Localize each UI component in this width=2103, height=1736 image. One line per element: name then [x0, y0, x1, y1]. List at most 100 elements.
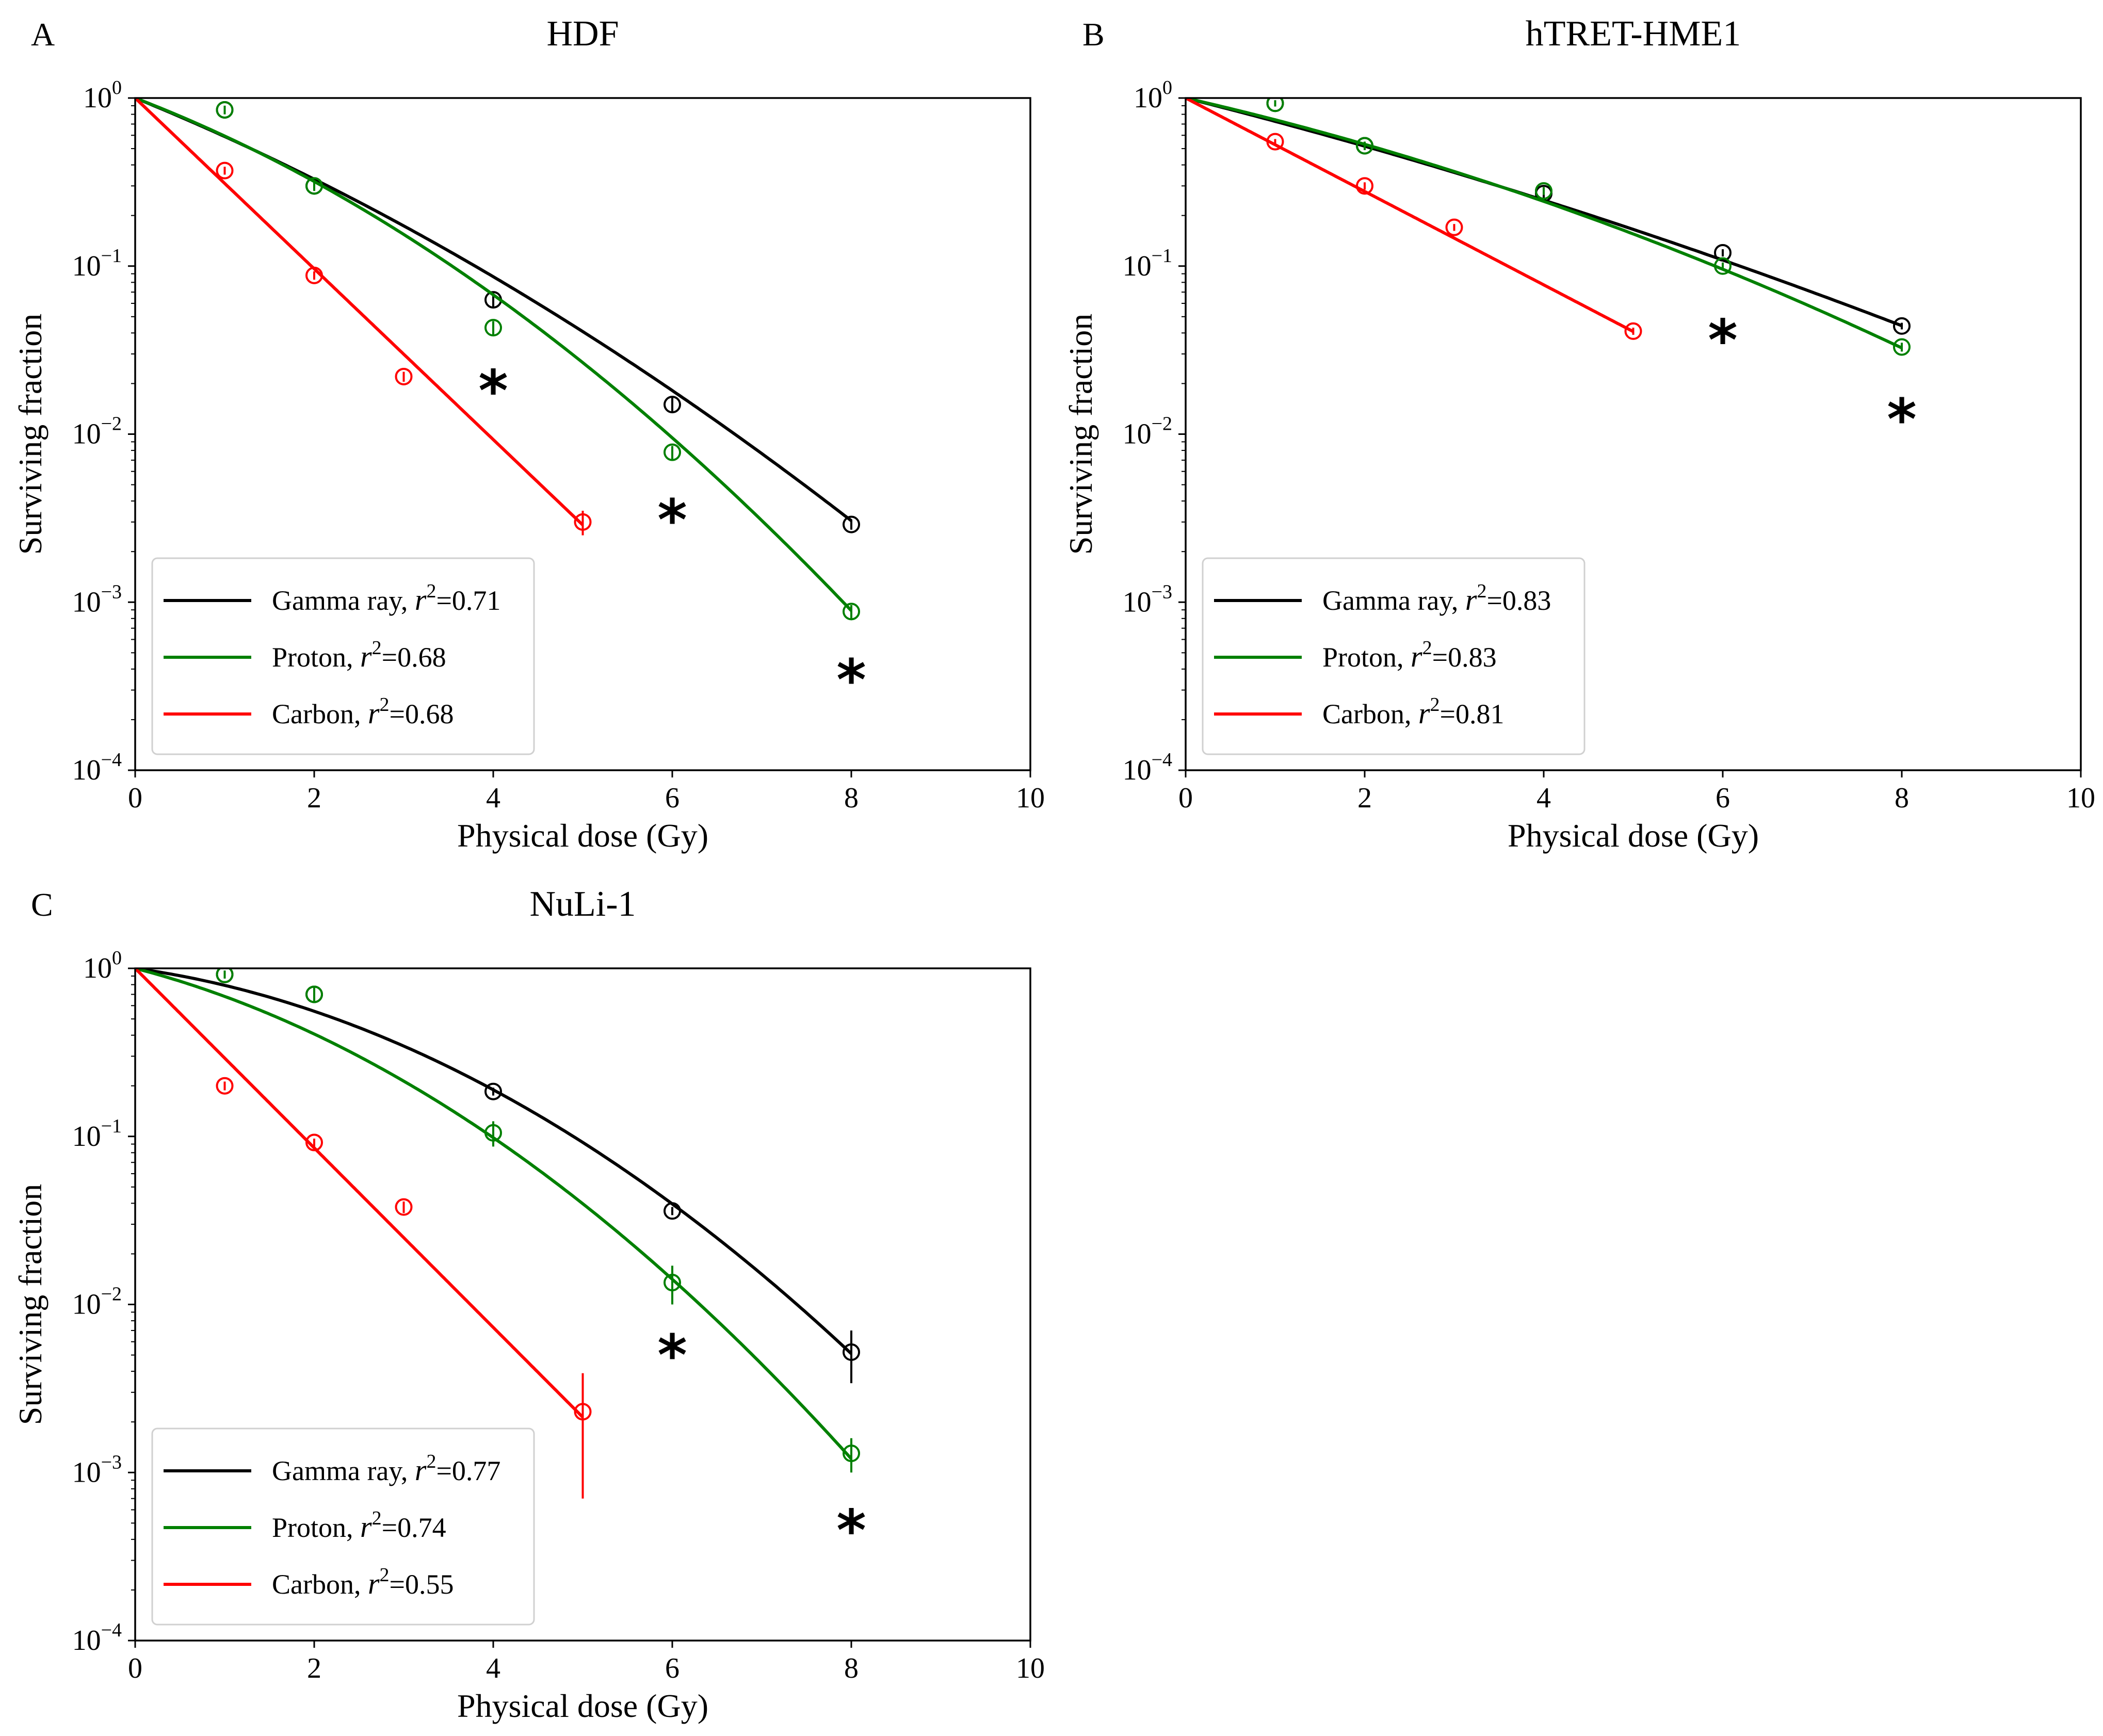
y-tick-label: 100 [1134, 77, 1172, 114]
y-tick-base: 10 [1123, 250, 1152, 282]
data-point [484, 319, 502, 337]
y-axis-label: Surviving fraction [12, 1184, 48, 1425]
x-tick-label: 6 [665, 1652, 680, 1684]
y-tick-exp: −1 [1152, 245, 1172, 267]
y-tick-label: 10−1 [72, 245, 122, 282]
y-tick-label: 10−1 [72, 1115, 122, 1153]
y-tick-exp: −4 [101, 1619, 122, 1641]
data-point [305, 266, 323, 284]
y-tick-label: 10−2 [72, 413, 122, 450]
legend-separator: , [1451, 585, 1465, 616]
legend-entry: Gamma ray, r2=0.77 [272, 1451, 500, 1487]
panel-title: hTRET-HME1 [1526, 14, 1741, 54]
data-point [1893, 317, 1911, 335]
data-point [216, 101, 234, 119]
y-tick-base: 10 [72, 250, 101, 282]
chart-panel-C: C NuLi-10 2 4 6 8 1010010−110−210−310−4Physica… [12, 884, 1045, 1724]
x-tick-label: 10 [1016, 782, 1045, 814]
legend-r-symbol: r [368, 1567, 380, 1600]
legend-r-exp: 2 [1422, 637, 1432, 659]
y-tick-base: 10 [72, 1121, 101, 1153]
y-tick-exp: −3 [101, 581, 122, 603]
data-point [484, 1124, 502, 1142]
x-tick-label: 8 [844, 782, 859, 814]
legend-series-name: Carbon [272, 699, 354, 729]
legend-r-exp: 2 [372, 637, 382, 659]
data-point [574, 513, 592, 531]
fit-curve-carbon [135, 98, 584, 526]
legend-r-value: =0.68 [382, 642, 446, 673]
y-tick-base: 10 [72, 754, 101, 786]
x-tick-label: 0 [128, 782, 142, 814]
plot-area [1186, 98, 1911, 356]
data-point [574, 1403, 592, 1421]
legend-r-value: =0.74 [382, 1512, 446, 1543]
panel-letter: B [1082, 16, 1105, 53]
panel-letter: C [31, 886, 53, 923]
x-tick-label: 6 [665, 782, 680, 814]
legend-r-exp: 2 [1430, 694, 1440, 716]
plot-frame [134, 97, 1031, 771]
y-tick-label: 10−2 [1123, 413, 1172, 450]
legend-entry: Carbon, r2=0.55 [272, 1564, 454, 1600]
legend-entry: Gamma ray, r2=0.83 [1322, 580, 1551, 616]
y-tick-base: 10 [1123, 586, 1152, 618]
legend-box [1202, 557, 1586, 755]
y-tick-label: 10−4 [1123, 749, 1172, 786]
y-tick-label: 10−3 [72, 581, 122, 618]
x-tick-label: 2 [1357, 782, 1372, 814]
data-point [1624, 322, 1642, 340]
y-tick-label: 10−4 [72, 1619, 122, 1657]
legend-series-name: Proton [1322, 642, 1397, 673]
data-point [664, 443, 681, 461]
data-point [305, 985, 323, 1003]
y-tick-exp: 0 [112, 77, 122, 99]
y-tick-base: 10 [72, 418, 101, 450]
panel-title: HDF [546, 14, 619, 54]
y-tick-base: 10 [72, 1625, 101, 1657]
panel-letter: A [31, 16, 55, 53]
data-point [843, 1445, 860, 1463]
legend-r-exp: 2 [1477, 580, 1486, 602]
legend-entry: Carbon, r2=0.68 [272, 694, 454, 730]
legend-entry: Carbon, r2=0.81 [1322, 694, 1505, 730]
significance-star: * [478, 358, 508, 424]
legend-separator: , [1397, 642, 1411, 673]
legend-r-value: =0.83 [1432, 642, 1497, 673]
panel-title: NuLi-1 [529, 884, 636, 924]
legend-series-name: Gamma ray [1322, 585, 1453, 616]
data-point [395, 1198, 413, 1216]
significance-star: * [657, 1322, 687, 1388]
data-point [1266, 98, 1284, 112]
x-tick-label: 2 [307, 1652, 321, 1684]
legend-entry: Proton, r2=0.83 [1322, 637, 1497, 673]
y-tick-label: 10−3 [72, 1451, 122, 1488]
legend-separator: , [354, 699, 368, 729]
legend-series-name: Gamma ray [272, 1455, 402, 1486]
data-point [664, 1274, 681, 1292]
x-tick-label: 2 [307, 782, 321, 814]
legend-separator: , [401, 1455, 415, 1486]
data-point [484, 1082, 502, 1100]
legend-separator: , [346, 642, 360, 673]
y-tick-base: 10 [72, 1456, 101, 1488]
data-point [305, 177, 323, 195]
legend-r-symbol: r [1465, 583, 1477, 616]
y-tick-exp: −1 [101, 245, 122, 267]
y-tick-base: 10 [83, 82, 112, 114]
data-point [843, 515, 860, 533]
x-axis-label: Physical dose (Gy) [457, 1688, 708, 1724]
legend-r-symbol: r [1411, 640, 1422, 673]
plot-area [135, 968, 860, 1499]
x-axis-label: Physical dose (Gy) [1508, 817, 1759, 854]
legend-r-symbol: r [415, 583, 427, 616]
legend-box [151, 557, 535, 755]
significance-star: * [836, 647, 866, 713]
legend-series-name: Proton [272, 1512, 346, 1543]
legend-r-value: =0.83 [1486, 585, 1551, 616]
data-point [1714, 257, 1732, 275]
y-tick-base: 10 [1123, 754, 1152, 786]
x-tick-label: 8 [1895, 782, 1909, 814]
